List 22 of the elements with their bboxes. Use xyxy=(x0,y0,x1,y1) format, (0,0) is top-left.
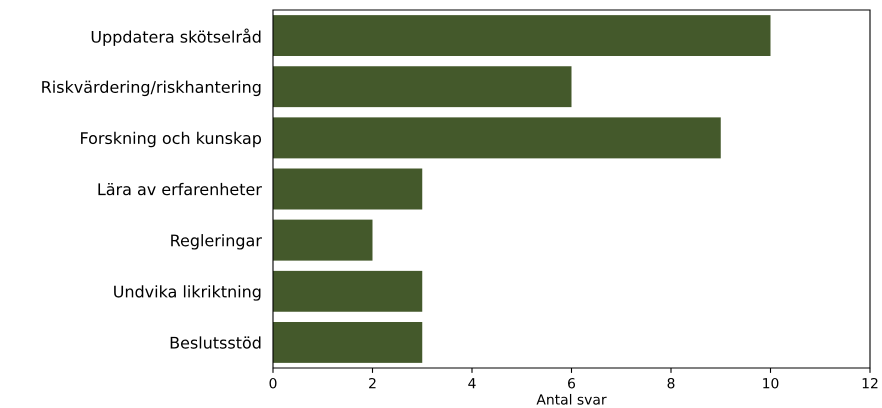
x-tick-label: 8 xyxy=(668,378,674,388)
bar xyxy=(273,220,372,261)
x-tick-label: 12 xyxy=(862,378,878,388)
y-tick-label: Forskning och kunskap xyxy=(81,132,262,148)
y-tick-label: Lära av erfarenheter xyxy=(98,182,262,196)
x-tick-label: 6 xyxy=(568,378,576,388)
bar xyxy=(273,270,422,312)
bar xyxy=(273,15,770,56)
x-tick-label: 4 xyxy=(468,378,476,388)
bar xyxy=(273,168,422,210)
bar xyxy=(273,322,422,363)
x-tick-label: 2 xyxy=(369,378,376,388)
x-tick-label: 10 xyxy=(763,378,778,388)
y-tick-label: Undvika likriktning xyxy=(114,285,260,301)
bar xyxy=(273,117,721,158)
x-tick-label: 0 xyxy=(269,378,276,388)
y-tick-label: Beslutsstöd xyxy=(170,336,260,349)
bar xyxy=(273,66,572,108)
y-tick-label: Uppdatera skötselråd xyxy=(92,28,260,46)
x-axis-title: Antal svar xyxy=(536,394,607,405)
y-tick-label: Riskvärdering/riskhantering xyxy=(42,80,260,96)
y-tick-label: Regleringar xyxy=(171,234,262,250)
